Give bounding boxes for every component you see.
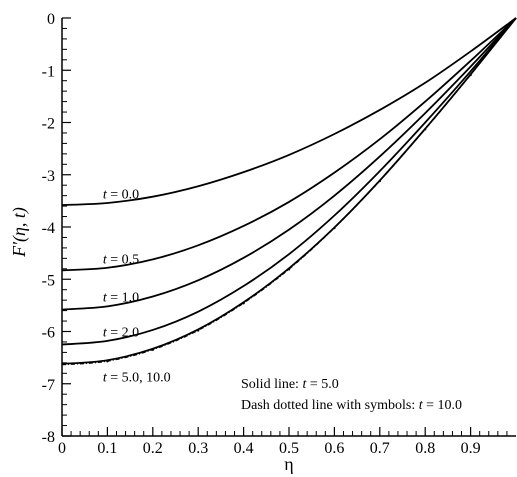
y-tick-label: 0 bbox=[47, 11, 55, 28]
y-tick-label: -4 bbox=[42, 220, 55, 237]
curve-annotation: t = 2.0 bbox=[103, 326, 139, 341]
y-tick-label: -1 bbox=[42, 63, 55, 80]
series-line-4 bbox=[61, 17, 517, 365]
series-line-dashdot bbox=[61, 17, 517, 366]
y-tick-label: -8 bbox=[42, 429, 55, 446]
x-tick-label: 0.2 bbox=[143, 440, 163, 457]
series-line-0 bbox=[61, 17, 517, 206]
x-tick-label: 0.1 bbox=[97, 440, 117, 457]
curve-annotation: t = 5.0, 10.0 bbox=[103, 370, 171, 385]
annotations-layer: t = 0.0 t = 0.5 t = 1.0 t = 2.0 t = 5.0, 10.… bbox=[103, 188, 171, 386]
series-point bbox=[151, 348, 154, 351]
series-point bbox=[378, 179, 381, 183]
y-axis-label: F′(η, t) bbox=[9, 207, 30, 258]
series-point bbox=[424, 128, 427, 131]
curve-annotation: t = 0.0 bbox=[103, 188, 139, 203]
series-point bbox=[242, 302, 245, 305]
series-point bbox=[287, 268, 291, 271]
x-tick-label: 0 bbox=[58, 440, 66, 457]
x-tick-label: 0.3 bbox=[188, 440, 208, 457]
series-point bbox=[106, 360, 109, 363]
x-tick-label: 0.6 bbox=[324, 440, 344, 457]
curve-annotation: t = 1.0 bbox=[103, 291, 139, 306]
curve-annotation: t = 0.5 bbox=[103, 252, 139, 267]
series-line-1 bbox=[61, 17, 517, 272]
y-tick-label: -6 bbox=[42, 325, 55, 342]
x-tick-label: 0.9 bbox=[461, 440, 481, 457]
legend-note-solid: Solid line: t = 5.0 bbox=[241, 377, 339, 392]
series-point bbox=[469, 73, 472, 77]
x-tick-label: 0.7 bbox=[370, 440, 390, 457]
x-tick-label: 0.8 bbox=[415, 440, 435, 457]
y-tick-label: -3 bbox=[42, 168, 55, 185]
series-point bbox=[333, 226, 336, 230]
series-line-2 bbox=[61, 17, 517, 311]
x-axis-label: η bbox=[284, 454, 293, 474]
legend-note-dashdot: Dash dotted line with symbols: t = 10.0 bbox=[241, 398, 462, 413]
curves-layer bbox=[61, 17, 517, 366]
series-point bbox=[197, 329, 200, 332]
y-tick-label: -7 bbox=[42, 377, 55, 394]
series-line-3 bbox=[61, 17, 517, 346]
y-tick-label: -2 bbox=[42, 116, 55, 133]
x-tick-label: 0.4 bbox=[234, 440, 254, 457]
axes-layer: 0-1-2-3-4-5-6-7-80 0.1 0.2 0.3 0.4 0.5 0.6 0.7 0… bbox=[42, 11, 516, 457]
x-tick-label: 0.5 bbox=[279, 440, 299, 457]
y-tick-label: -5 bbox=[42, 272, 55, 289]
